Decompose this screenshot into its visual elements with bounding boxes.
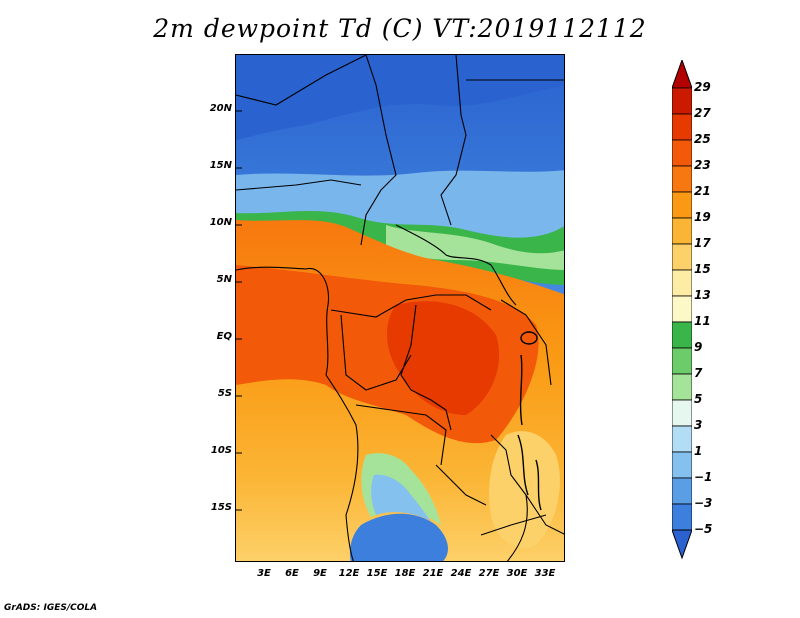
colorbar-segment <box>672 139 692 167</box>
country-borders <box>236 55 564 561</box>
congo-deep-core <box>386 301 500 415</box>
edge-ticks <box>236 110 242 511</box>
colorbar-segment <box>672 165 692 193</box>
colorbar-label: −5 <box>694 522 713 536</box>
colorbar-label: 9 <box>694 340 703 354</box>
colorbar-segment <box>672 295 692 323</box>
lon-label-3e: 3E <box>257 568 271 579</box>
lat-label-20n: 20N <box>209 103 232 114</box>
colorbar-segment <box>672 425 692 453</box>
colorbar-segment <box>672 269 692 297</box>
lat-label-5s: 5S <box>217 388 232 399</box>
lon-label-6e: 6E <box>285 568 299 579</box>
colorbar-segment <box>672 477 692 505</box>
colorbar-segment <box>672 503 692 531</box>
colorbar-top-arrow <box>672 60 692 89</box>
colorbar-segment <box>672 217 692 245</box>
lakes <box>517 331 542 511</box>
dewpoint-map <box>235 54 565 562</box>
colorbar-segment <box>672 321 692 349</box>
lat-label-15n: 15N <box>209 160 232 171</box>
colorbar-label: 3 <box>694 418 703 432</box>
colorbar-label: 29 <box>694 80 711 94</box>
transition-lightgreen <box>386 225 564 270</box>
lon-label-9e: 9E <box>313 568 327 579</box>
colorbar-segment <box>672 399 692 427</box>
lon-label-27e: 27E <box>478 568 500 579</box>
colorbar-label: 17 <box>694 236 711 250</box>
chart-title: 2m dewpoint Td (C) VT:2019112112 <box>153 14 647 43</box>
colorbar-segment <box>672 191 692 219</box>
southwest-dry-area <box>349 513 448 561</box>
colorbar <box>672 60 692 560</box>
lat-label-15s: 15S <box>210 502 232 513</box>
colorbar-segment <box>672 347 692 375</box>
lon-label-24e: 24E <box>450 568 472 579</box>
dewpoint-map-svg <box>236 55 564 561</box>
colorbar-label: −1 <box>694 470 713 484</box>
colorbar-label: 25 <box>694 132 711 146</box>
colorbar-label: 23 <box>694 158 711 172</box>
colorbar-label: 27 <box>694 106 711 120</box>
colorbar-label: 21 <box>694 184 711 198</box>
colorbar-label: 11 <box>694 314 711 328</box>
colorbar-bottom-arrow <box>672 529 692 560</box>
colorbar-label: 1 <box>694 444 703 458</box>
colorbar-segment <box>672 451 692 479</box>
lon-label-12e: 12E <box>338 568 360 579</box>
colorbar-segment <box>672 243 692 271</box>
grads-credit: GrADS: IGES/COLA <box>4 603 98 613</box>
lon-label-15e: 15E <box>366 568 388 579</box>
colorbar-segment <box>672 87 692 115</box>
colorbar-label: 5 <box>694 392 703 406</box>
lon-label-18e: 18E <box>394 568 416 579</box>
sahara-deep-blue <box>236 55 564 140</box>
colorbar-label: 13 <box>694 288 711 302</box>
colorbar-label: 15 <box>694 262 711 276</box>
colorbar-segment <box>672 113 692 141</box>
colorbar-label: 19 <box>694 210 711 224</box>
colorbar-label: 7 <box>694 366 703 380</box>
colorbar-segment <box>672 373 692 401</box>
lat-label-eq: EQ <box>216 331 232 342</box>
lat-label-10n: 10N <box>209 217 232 228</box>
lon-label-33e: 33E <box>534 568 556 579</box>
lon-label-21e: 21E <box>422 568 444 579</box>
colorbar-label: −3 <box>694 496 713 510</box>
lat-label-10s: 10S <box>210 445 232 456</box>
lon-label-30e: 30E <box>506 568 528 579</box>
lat-label-5n: 5N <box>216 274 232 285</box>
southwest-pale-edge <box>371 474 431 521</box>
